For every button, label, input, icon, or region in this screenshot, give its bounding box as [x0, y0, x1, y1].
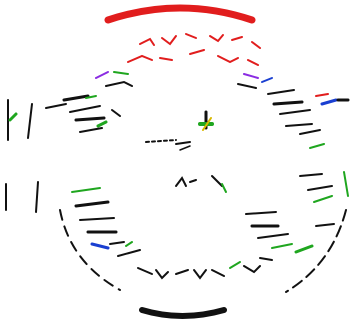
top-scribble-band — [95, 33, 273, 89]
left-outer-arc — [59, 209, 121, 291]
bottom-scribble-band — [137, 257, 273, 280]
right-outer-arc — [285, 209, 347, 293]
right-scribble-cluster — [267, 89, 350, 203]
center-scribbles — [145, 110, 227, 193]
lower-left-scribble-cluster — [71, 187, 141, 257]
bottom-black-arc — [139, 307, 227, 319]
left-scribble-cluster — [5, 94, 121, 213]
top-red-arc — [104, 4, 256, 24]
lower-right-scribble-cluster — [245, 211, 335, 254]
